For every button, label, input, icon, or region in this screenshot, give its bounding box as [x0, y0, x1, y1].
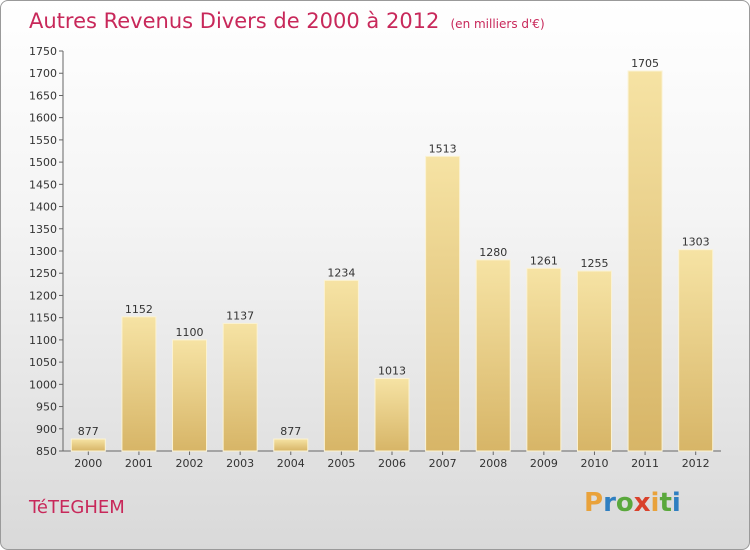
x-tick-label: 2000 — [74, 457, 102, 470]
data-label: 1100 — [176, 326, 204, 339]
y-tick-label: 1600 — [29, 112, 57, 125]
x-tick-label: 2006 — [378, 457, 406, 470]
bar — [374, 378, 410, 452]
x-tick-label: 2007 — [429, 457, 457, 470]
x-tick-label: 2009 — [530, 457, 558, 470]
commune-name: TéTEGHEM — [29, 497, 125, 518]
data-label: 877 — [280, 425, 301, 438]
y-tick-label: 1400 — [29, 201, 57, 214]
bar — [627, 70, 663, 452]
data-label: 877 — [78, 425, 99, 438]
y-tick-label: 1300 — [29, 245, 57, 258]
x-tick-label: 2011 — [631, 457, 659, 470]
x-tick-label: 2012 — [682, 457, 710, 470]
data-label: 1013 — [378, 365, 406, 378]
y-tick-label: 1450 — [29, 178, 57, 191]
logo-letter: i — [671, 488, 681, 518]
title-text: Autres Revenus Divers de 2000 à 2012 — [29, 9, 440, 33]
logo-letter: P — [584, 488, 604, 518]
data-label: 1280 — [479, 246, 507, 259]
logo-letter: i — [650, 488, 660, 518]
data-label: 1234 — [327, 266, 355, 279]
y-tick-label: 1500 — [29, 156, 57, 169]
x-tick-label: 2003 — [226, 457, 254, 470]
logo-letter: r — [603, 488, 616, 518]
y-tick-label: 1700 — [29, 67, 57, 80]
y-tick-label: 1250 — [29, 267, 57, 280]
logo-letter: x — [633, 488, 651, 518]
data-label: 1261 — [530, 254, 558, 267]
bar — [222, 322, 258, 452]
data-label: 1513 — [429, 142, 457, 155]
y-tick-label: 1650 — [29, 89, 57, 102]
bar — [526, 267, 562, 452]
data-label: 1255 — [580, 257, 608, 270]
bar — [576, 270, 612, 452]
bar — [678, 249, 714, 452]
bar — [70, 438, 106, 452]
y-tick-label: 1350 — [29, 223, 57, 236]
logo-letter: t — [659, 488, 672, 518]
y-tick-label: 1200 — [29, 289, 57, 302]
bar — [323, 279, 359, 452]
bar — [172, 339, 208, 452]
bar — [475, 259, 511, 452]
y-tick-label: 1550 — [29, 134, 57, 147]
x-tick-label: 2004 — [277, 457, 305, 470]
logo-letter: o — [615, 488, 634, 518]
x-tick-label: 2005 — [327, 457, 355, 470]
unit-text: (en milliers d'€) — [450, 17, 545, 31]
x-tick-label: 2008 — [479, 457, 507, 470]
data-label: 1705 — [631, 57, 659, 70]
bars: 877 1152 1100 1137 877 1234 1013 1513 1280 1261 12… — [70, 57, 714, 452]
y-tick-label: 1750 — [29, 45, 57, 58]
bar — [425, 155, 461, 452]
y-tick-label: 1000 — [29, 378, 57, 391]
y-tick-label: 850 — [36, 445, 57, 458]
bar — [273, 438, 309, 452]
x-tick-label: 2002 — [176, 457, 204, 470]
y-tick-label: 1050 — [29, 356, 57, 369]
data-label: 1303 — [682, 236, 710, 249]
axes: 850 900 950 1000 1050 1100 1150 1200 1250 1300 135… — [29, 45, 721, 470]
bar — [121, 316, 157, 452]
y-tick-label: 1100 — [29, 334, 57, 347]
x-tick-label: 2010 — [580, 457, 608, 470]
data-label: 1137 — [226, 309, 254, 322]
x-tick-label: 2001 — [125, 457, 153, 470]
y-tick-label: 900 — [36, 423, 57, 436]
data-label: 1152 — [125, 303, 153, 316]
proxiti-logo[interactable]: Proxiti — [584, 488, 681, 518]
y-tick-label: 1150 — [29, 312, 57, 325]
chart-title: Autres Revenus Divers de 2000 à 2012 (en… — [29, 9, 545, 33]
y-tick-label: 950 — [36, 401, 57, 414]
